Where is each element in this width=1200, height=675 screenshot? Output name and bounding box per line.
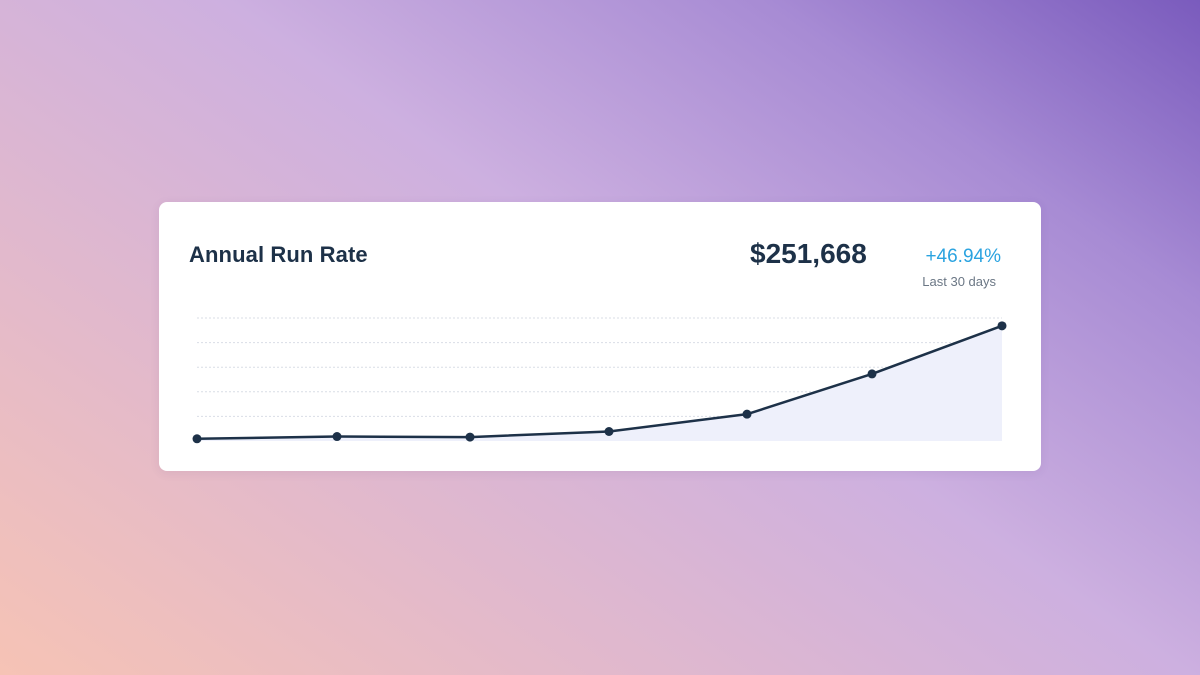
chart-points xyxy=(192,321,1007,444)
arr-line-chart xyxy=(192,317,1007,444)
arr-value: $251,668 xyxy=(750,238,867,269)
data-point-7[interactable] xyxy=(997,321,1007,331)
data-point-4[interactable] xyxy=(604,426,614,436)
arr-card: Annual Run Rate $251,668 +46.94% Last 30… xyxy=(159,202,1041,471)
chart-area-fill xyxy=(197,325,1002,441)
data-point-6[interactable] xyxy=(867,369,877,379)
card-title: Annual Run Rate xyxy=(189,242,368,267)
data-point-5[interactable] xyxy=(742,409,752,419)
data-point-3[interactable] xyxy=(465,432,475,442)
data-point-2[interactable] xyxy=(332,432,342,442)
period-label: Last 30 days xyxy=(922,274,996,289)
change-percent: +46.94% xyxy=(925,246,1001,267)
data-point-1[interactable] xyxy=(192,434,202,444)
